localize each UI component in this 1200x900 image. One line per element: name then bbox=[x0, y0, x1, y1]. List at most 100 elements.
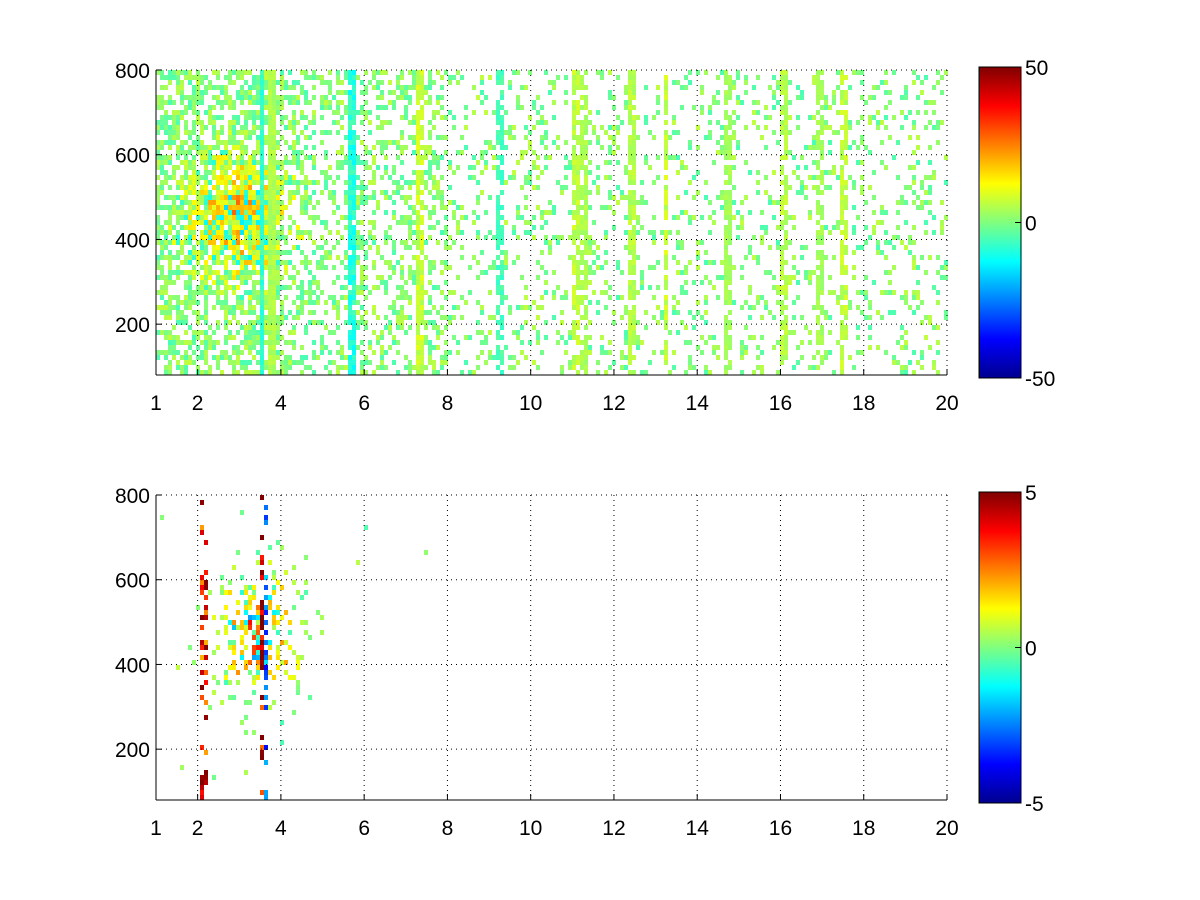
heatmap-cell bbox=[628, 220, 632, 225]
heatmap-cell bbox=[584, 250, 588, 255]
heatmap-cell bbox=[268, 195, 272, 200]
heatmap-cell bbox=[180, 205, 184, 210]
heatmap-cell bbox=[272, 575, 276, 580]
heatmap-cell bbox=[304, 205, 308, 210]
heatmap-cell bbox=[800, 255, 804, 260]
heatmap-cell bbox=[208, 110, 212, 115]
heatmap-cell bbox=[436, 330, 440, 335]
heatmap-cell bbox=[332, 180, 336, 185]
heatmap-cell bbox=[192, 245, 196, 250]
heatmap-cell bbox=[420, 300, 424, 305]
heatmap-cell bbox=[304, 290, 308, 295]
heatmap-cell bbox=[332, 195, 336, 200]
heatmap-cell bbox=[400, 145, 404, 150]
heatmap-cell bbox=[168, 230, 172, 235]
heatmap-cell bbox=[440, 190, 444, 195]
heatmap-cell bbox=[592, 270, 596, 275]
heatmap-cell bbox=[252, 370, 256, 375]
heatmap-cell bbox=[500, 95, 504, 100]
heatmap-cell bbox=[572, 120, 576, 125]
heatmap-cell bbox=[940, 225, 944, 230]
heatmap-cell bbox=[420, 155, 424, 160]
heatmap-cell bbox=[612, 135, 616, 140]
heatmap-cell bbox=[440, 175, 444, 180]
heatmap-cell bbox=[260, 140, 264, 145]
heatmap-cell bbox=[220, 280, 224, 285]
heatmap-cell bbox=[260, 180, 264, 185]
x-tick-label: 2 bbox=[192, 817, 204, 840]
heatmap-cell bbox=[500, 300, 504, 305]
heatmap-cell bbox=[632, 330, 636, 335]
heatmap-cell bbox=[880, 205, 884, 210]
heatmap-cell bbox=[840, 215, 844, 220]
heatmap-cell bbox=[572, 215, 576, 220]
heatmap-cell bbox=[560, 335, 564, 340]
heatmap-cell bbox=[408, 135, 412, 140]
heatmap-cell bbox=[264, 620, 268, 625]
heatmap-cell bbox=[260, 200, 264, 205]
heatmap-cell bbox=[672, 155, 676, 160]
heatmap-cell bbox=[376, 125, 380, 130]
heatmap-cell bbox=[172, 120, 176, 125]
heatmap-cell bbox=[924, 100, 928, 105]
heatmap-cell bbox=[436, 220, 440, 225]
heatmap-cell bbox=[236, 245, 240, 250]
heatmap-cell bbox=[268, 605, 272, 610]
heatmap-cell bbox=[428, 270, 432, 275]
heatmap-cell bbox=[340, 345, 344, 350]
heatmap-cell bbox=[284, 315, 288, 320]
heatmap-cell bbox=[260, 620, 264, 625]
heatmap-cell bbox=[372, 210, 376, 215]
heatmap-cell bbox=[384, 140, 388, 145]
heatmap-cell bbox=[216, 205, 220, 210]
heatmap-cell bbox=[268, 595, 272, 600]
heatmap-cell bbox=[784, 210, 788, 215]
heatmap-cell bbox=[584, 105, 588, 110]
heatmap-cell bbox=[156, 200, 160, 205]
heatmap-cell bbox=[548, 80, 552, 85]
heatmap-cell bbox=[276, 620, 280, 625]
heatmap-cell bbox=[208, 590, 212, 595]
heatmap-cell bbox=[768, 270, 772, 275]
heatmap-cell bbox=[432, 365, 436, 370]
heatmap-cell bbox=[844, 135, 848, 140]
heatmap-cell bbox=[204, 350, 208, 355]
heatmap-cell bbox=[348, 275, 352, 280]
heatmap-cell bbox=[724, 340, 728, 345]
heatmap-cell bbox=[600, 335, 604, 340]
heatmap-cell bbox=[368, 120, 372, 125]
heatmap-cell bbox=[220, 220, 224, 225]
heatmap-cell bbox=[200, 145, 204, 150]
heatmap-cell bbox=[312, 240, 316, 245]
heatmap-cell bbox=[260, 365, 264, 370]
heatmap-cell bbox=[392, 270, 396, 275]
heatmap-cell bbox=[420, 170, 424, 175]
heatmap-cell bbox=[392, 165, 396, 170]
heatmap-cell bbox=[240, 230, 244, 235]
heatmap-cell bbox=[868, 315, 872, 320]
heatmap-cell bbox=[628, 120, 632, 125]
heatmap-cell bbox=[304, 260, 308, 265]
heatmap-cell bbox=[860, 175, 864, 180]
heatmap-cell bbox=[224, 165, 228, 170]
heatmap-cell bbox=[664, 260, 668, 265]
heatmap-cell bbox=[820, 140, 824, 145]
heatmap-cell bbox=[336, 205, 340, 210]
heatmap-cell bbox=[416, 115, 420, 120]
heatmap-cell bbox=[352, 140, 356, 145]
heatmap-cell bbox=[304, 100, 308, 105]
heatmap-cell bbox=[396, 350, 400, 355]
heatmap-cell bbox=[660, 230, 664, 235]
heatmap-cell bbox=[600, 345, 604, 350]
heatmap-cell bbox=[904, 370, 908, 375]
heatmap-cell bbox=[244, 290, 248, 295]
heatmap-cell bbox=[812, 140, 816, 145]
heatmap-cell bbox=[856, 120, 860, 125]
heatmap-cell bbox=[724, 350, 728, 355]
heatmap-cell bbox=[584, 245, 588, 250]
heatmap-cell bbox=[260, 575, 264, 580]
heatmap-cell bbox=[412, 115, 416, 120]
heatmap-cell bbox=[736, 95, 740, 100]
heatmap-cell bbox=[728, 275, 732, 280]
heatmap-cell bbox=[260, 285, 264, 290]
